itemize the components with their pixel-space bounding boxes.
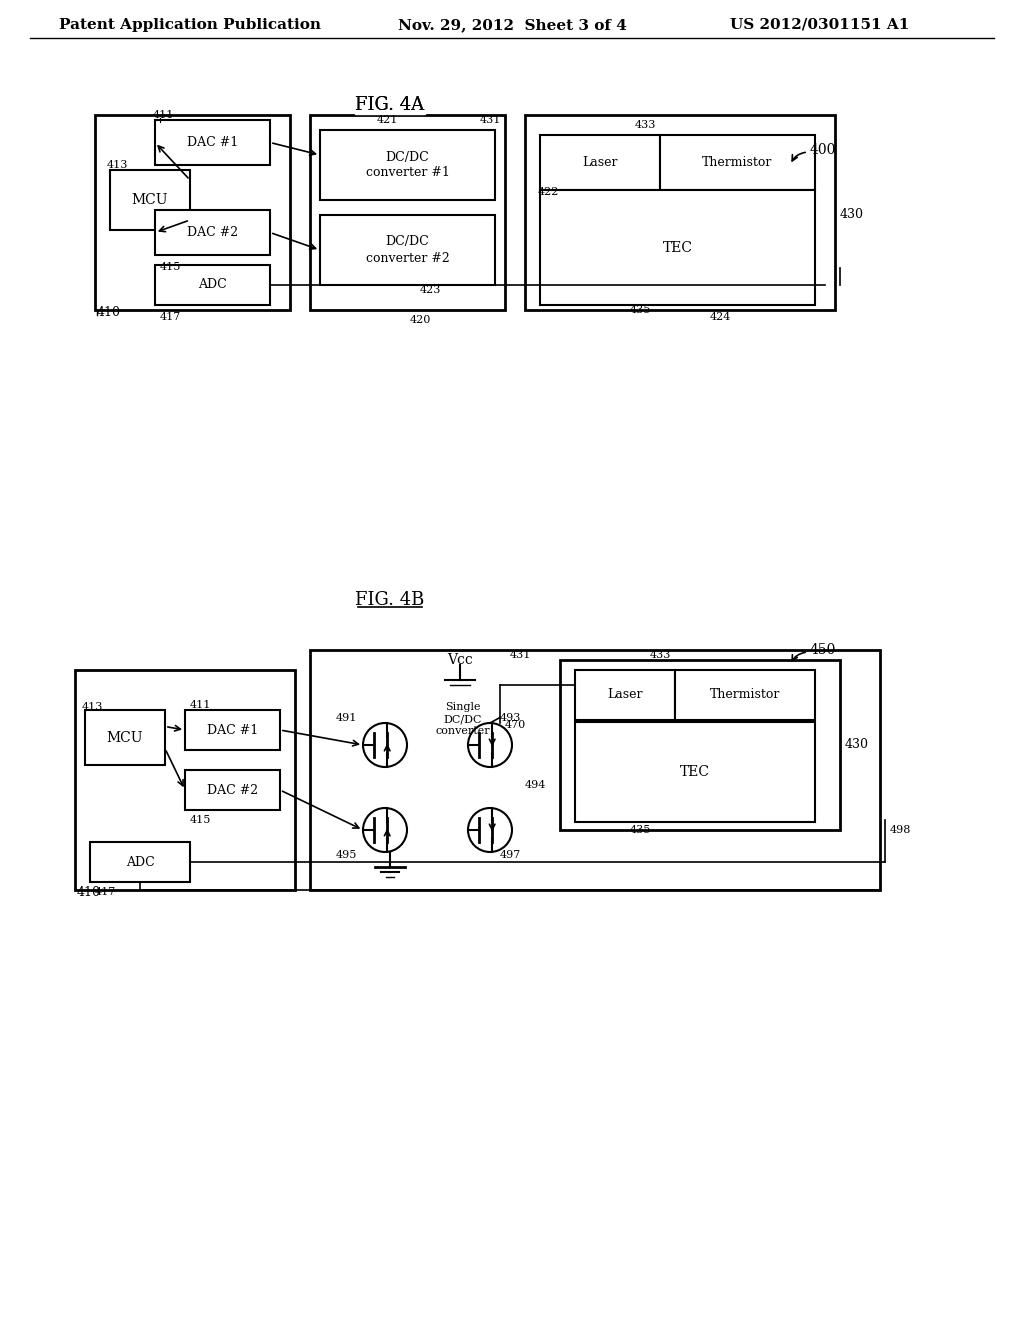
Text: 435: 435 — [630, 305, 650, 315]
Text: DAC #2: DAC #2 — [207, 784, 258, 796]
Text: TEC: TEC — [663, 240, 692, 255]
Text: ADC: ADC — [126, 855, 155, 869]
Bar — [560, 660, 840, 830]
Text: converter #2: converter #2 — [366, 252, 450, 264]
Text: DAC #1: DAC #1 — [186, 136, 239, 149]
Text: 420: 420 — [410, 315, 431, 325]
Text: 410: 410 — [97, 306, 121, 319]
Text: DC/DC: DC/DC — [443, 714, 481, 725]
Text: 415: 415 — [160, 261, 181, 272]
Text: Thermistor: Thermistor — [710, 689, 780, 701]
Text: 495: 495 — [336, 850, 357, 861]
Bar — [540, 135, 660, 190]
Text: 417: 417 — [95, 887, 117, 898]
Bar — [155, 210, 270, 255]
Text: ADC: ADC — [198, 279, 227, 292]
Text: 410: 410 — [77, 887, 101, 899]
Text: 400: 400 — [810, 143, 837, 157]
Bar — [90, 842, 190, 882]
Text: Thermistor: Thermistor — [702, 156, 773, 169]
Bar — [155, 120, 270, 165]
Text: 433: 433 — [634, 120, 655, 129]
Text: Vcc: Vcc — [447, 653, 473, 667]
Text: 413: 413 — [106, 160, 128, 170]
Text: 411: 411 — [153, 110, 174, 120]
Bar — [185, 710, 280, 750]
Bar — [540, 190, 815, 305]
Text: FIG. 4A: FIG. 4A — [355, 96, 425, 114]
Bar — [525, 115, 835, 310]
Text: Nov. 29, 2012  Sheet 3 of 4: Nov. 29, 2012 Sheet 3 of 4 — [397, 18, 627, 32]
Bar — [425, 685, 500, 750]
Text: 415: 415 — [190, 814, 211, 825]
Bar — [95, 115, 290, 310]
Text: 413: 413 — [82, 702, 103, 711]
Text: 430: 430 — [845, 738, 869, 751]
Text: 431: 431 — [479, 115, 501, 125]
Text: MCU: MCU — [106, 730, 143, 744]
Text: converter: converter — [435, 726, 489, 737]
Text: FIG. 4B: FIG. 4B — [355, 591, 425, 609]
Text: DAC #1: DAC #1 — [207, 723, 258, 737]
Text: 423: 423 — [420, 285, 441, 294]
Text: MCU: MCU — [132, 193, 168, 207]
Text: DC/DC: DC/DC — [386, 235, 429, 248]
Text: 424: 424 — [710, 312, 731, 322]
Text: DAC #2: DAC #2 — [187, 226, 238, 239]
Text: 417: 417 — [160, 312, 181, 322]
Bar — [310, 115, 505, 310]
Bar — [75, 671, 295, 890]
Text: 431: 431 — [509, 649, 530, 660]
Text: DC/DC: DC/DC — [386, 150, 429, 164]
Text: 450: 450 — [810, 643, 837, 657]
Bar — [310, 649, 880, 890]
Text: 497: 497 — [500, 850, 521, 861]
Bar — [85, 710, 165, 766]
Text: TEC: TEC — [680, 766, 710, 779]
Text: Laser: Laser — [607, 689, 643, 701]
Text: 433: 433 — [649, 649, 671, 660]
Bar — [185, 770, 280, 810]
Text: 411: 411 — [190, 700, 211, 710]
Bar — [319, 129, 495, 201]
Text: 430: 430 — [840, 209, 864, 222]
Bar — [319, 215, 495, 285]
Text: 493: 493 — [500, 713, 521, 723]
Text: converter #1: converter #1 — [366, 166, 450, 180]
Text: 491: 491 — [336, 713, 357, 723]
Bar — [575, 671, 675, 719]
Text: 498: 498 — [890, 825, 911, 836]
Text: Laser: Laser — [583, 156, 617, 169]
Text: Patent Application Publication: Patent Application Publication — [59, 18, 321, 32]
Text: 422: 422 — [538, 187, 559, 197]
Bar — [675, 671, 815, 719]
Text: FIG. 4A: FIG. 4A — [355, 96, 425, 114]
Text: 470: 470 — [505, 719, 526, 730]
Bar — [575, 722, 815, 822]
Text: Single: Single — [444, 702, 480, 713]
Text: 421: 421 — [376, 115, 397, 125]
Text: 494: 494 — [524, 780, 546, 789]
Bar — [660, 135, 815, 190]
Bar — [110, 170, 190, 230]
Text: 435: 435 — [630, 825, 650, 836]
Bar — [155, 265, 270, 305]
Text: US 2012/0301151 A1: US 2012/0301151 A1 — [730, 18, 909, 32]
